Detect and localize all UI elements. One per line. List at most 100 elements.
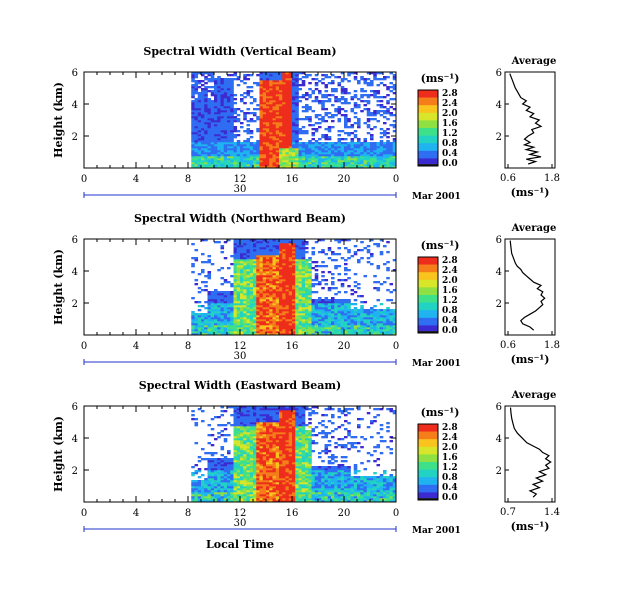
heatmap-cell [337,138,342,141]
heatmap-cell [207,494,212,497]
heatmap-cell [210,108,215,111]
heatmap-cell [373,142,377,145]
heatmap-cell [259,164,264,167]
heatmap-cell [214,460,218,463]
heatmap-cell [298,144,303,147]
heatmap-cell [214,166,218,169]
heatmap-cell [220,454,225,457]
heatmap-cell [240,122,244,125]
heatmap-cell [379,140,384,143]
heatmap-cell [353,130,358,133]
heatmap-cell [337,327,342,330]
heatmap-cell [360,150,364,153]
heatmap-cell [285,323,290,326]
heatmap-cell [266,247,270,250]
heatmap-cell [360,142,364,145]
heatmap-cell [194,114,199,117]
heatmap-cell [288,144,293,147]
heatmap-cell [236,436,241,439]
heatmap-cell [253,82,257,85]
heatmap-cell [353,303,358,306]
heatmap-cell [220,470,225,473]
heatmap-cell [249,142,254,145]
heatmap-cell [314,317,319,320]
heatmap-cell [220,128,225,131]
heatmap-cell [210,317,215,320]
heatmap-cell [266,96,270,99]
heatmap-cell [357,120,361,123]
heatmap-cell [236,142,241,145]
heatmap-cell [220,496,225,499]
heatmap-cell [269,136,273,139]
colorbar-swatch [418,323,438,326]
heatmap-cell [376,96,381,99]
heatmap-cell [327,301,332,304]
colorbar-swatch [418,291,438,294]
heatmap-cell [194,424,199,427]
heatmap-cell [191,482,195,485]
heatmap-cell [308,74,312,77]
heatmap-cell [321,166,325,169]
heatmap-cell [214,291,218,294]
heatmap-cell [223,138,228,141]
heatmap-cell [324,146,329,149]
heatmap-cell [207,74,212,77]
heatmap-cell [243,329,247,332]
heatmap-cell [305,108,309,111]
heatmap-cell [236,446,241,449]
heatmap-cell [204,146,208,149]
heatmap-cell [379,156,384,159]
heatmap-cell [269,269,273,272]
heatmap-cell [282,94,286,97]
heatmap-cell [236,134,241,137]
heatmap-cell [344,331,348,334]
colorbar-swatch [418,126,438,129]
heatmap-cell [295,277,299,280]
heatmap-cell [275,88,280,91]
heatmap-cell [292,96,296,99]
heatmap-cell [337,142,342,145]
heatmap-cell [220,160,225,163]
heatmap-cell [240,446,244,449]
heatmap-cell [305,158,309,161]
heatmap-cell [370,329,374,332]
heatmap-cell [288,249,293,252]
heatmap-cell [207,327,212,330]
heatmap-cell [227,458,231,461]
heatmap-cell [246,140,251,143]
heatmap-cell [285,120,290,123]
heatmap-cell [217,269,221,272]
heatmap-cell [383,329,387,332]
heatmap-cell [340,283,345,286]
heatmap-cell [311,301,316,304]
heatmap-cell [191,486,195,489]
heatmap-cell [243,424,247,427]
heatmap-cell [223,329,228,332]
heatmap-cell [305,166,309,169]
heatmap-cell [236,249,241,252]
heatmap-cell [201,100,205,103]
heatmap-cell [233,164,238,167]
heatmap-cell [324,325,329,328]
heatmap-cell [233,72,238,75]
heatmap-cell [347,146,351,149]
heatmap-cell [210,470,215,473]
heatmap-cell [230,468,234,471]
heatmap-cell [266,275,270,278]
heatmap-cell [262,84,267,87]
heatmap-cell [327,150,332,153]
heatmap-cell [269,110,273,113]
heatmap-cell [321,136,325,139]
heatmap-cell [337,303,342,306]
heatmap-cell [292,309,296,312]
heatmap-cell [288,80,293,83]
heatmap-cell [266,243,270,246]
heatmap-cell [363,104,368,107]
heatmap-cell [246,289,251,292]
heatmap-cell [279,309,283,312]
heatmap-cell [275,124,280,127]
heatmap-cell [269,94,273,97]
heatmap-cell [249,164,254,167]
heatmap-cell [311,92,316,95]
heatmap-cell [282,261,286,264]
